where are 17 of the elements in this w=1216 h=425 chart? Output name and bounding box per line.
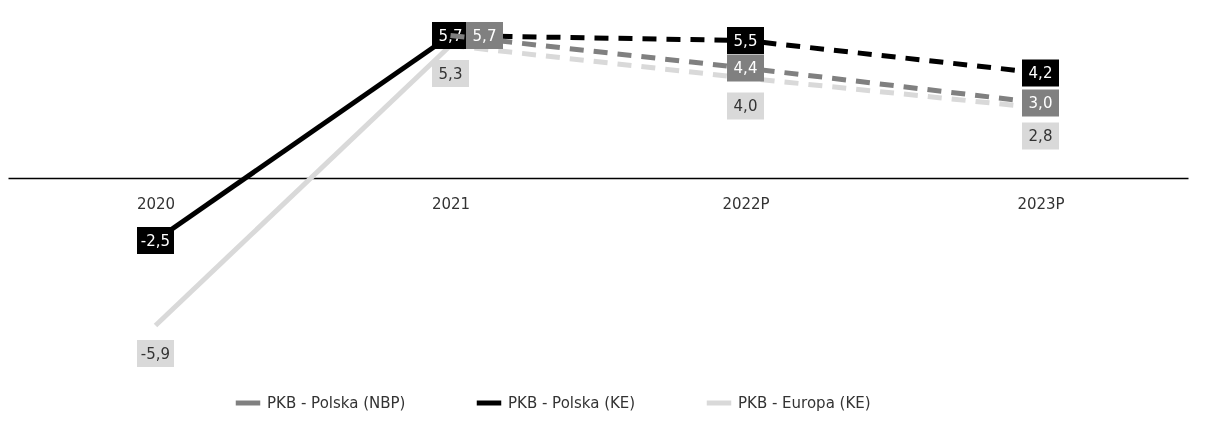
data-label: 4,2 xyxy=(1028,64,1053,82)
x-tick-label: 2021 xyxy=(431,194,471,213)
data-label: 5,5 xyxy=(733,31,758,50)
x-tick-label: 2023P xyxy=(1017,194,1065,213)
legend-label: PKB - Europa (KE) xyxy=(738,394,871,412)
legend-label: PKB - Polska (NBP) xyxy=(267,394,406,412)
data-label: 4,0 xyxy=(733,97,758,115)
x-tick-label: 2020 xyxy=(136,194,176,213)
data-label: 5,7 xyxy=(472,26,497,45)
data-label: 4,4 xyxy=(733,59,758,77)
data-label: -5,9 xyxy=(140,344,171,363)
data-label: 3,0 xyxy=(1028,94,1053,112)
data-label: 2,8 xyxy=(1028,127,1053,145)
data-label: -2,5 xyxy=(140,231,171,250)
x-tick-label: 2022P xyxy=(722,194,770,213)
data-label: 5,3 xyxy=(438,64,463,83)
legend-label: PKB - Polska (KE) xyxy=(508,394,636,412)
